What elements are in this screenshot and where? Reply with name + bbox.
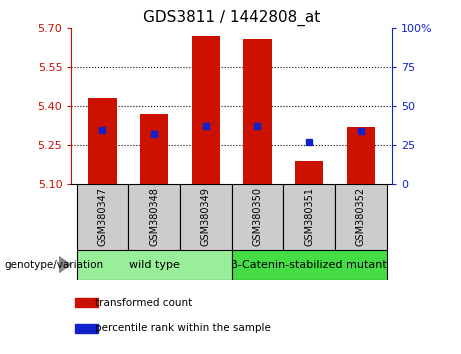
Bar <box>335 184 387 250</box>
Bar <box>88 98 117 184</box>
Bar <box>243 39 272 184</box>
Text: GSM380349: GSM380349 <box>201 187 211 246</box>
Text: GSM380351: GSM380351 <box>304 187 314 246</box>
Bar <box>75 298 98 307</box>
Text: percentile rank within the sample: percentile rank within the sample <box>95 324 272 333</box>
Bar <box>77 250 231 280</box>
Text: GSM380348: GSM380348 <box>149 187 159 246</box>
Bar <box>347 127 375 184</box>
Bar <box>128 184 180 250</box>
Text: GSM380347: GSM380347 <box>97 187 107 246</box>
Bar <box>180 184 231 250</box>
Text: transformed count: transformed count <box>95 298 193 308</box>
Title: GDS3811 / 1442808_at: GDS3811 / 1442808_at <box>143 9 320 25</box>
Text: GSM380350: GSM380350 <box>253 187 262 246</box>
Bar <box>77 184 128 250</box>
Text: GSM380352: GSM380352 <box>356 187 366 246</box>
Bar <box>192 36 220 184</box>
Bar <box>284 184 335 250</box>
Bar <box>295 161 323 184</box>
Text: genotype/variation: genotype/variation <box>5 259 104 270</box>
Text: wild type: wild type <box>129 259 180 270</box>
Bar <box>231 250 387 280</box>
Bar <box>75 324 98 333</box>
Bar <box>140 114 168 184</box>
Bar <box>231 184 284 250</box>
Polygon shape <box>59 257 71 273</box>
Text: β-Catenin-stabilized mutant: β-Catenin-stabilized mutant <box>231 259 387 270</box>
